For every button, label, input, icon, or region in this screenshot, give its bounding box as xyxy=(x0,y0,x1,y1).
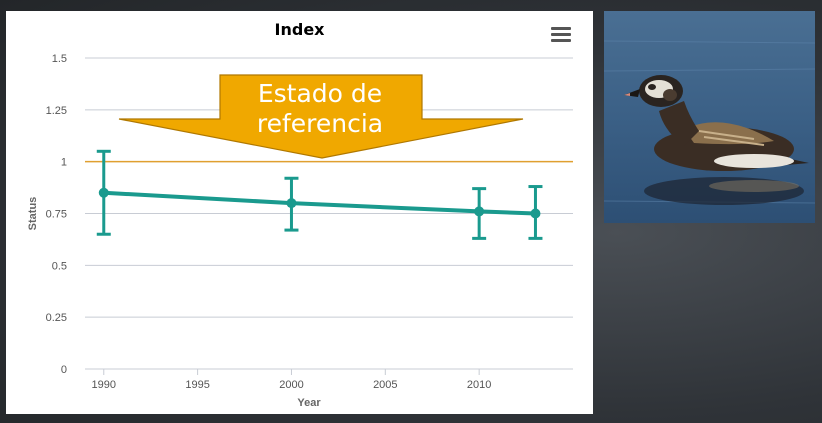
chart-title: Index xyxy=(274,20,325,39)
x-tick-label: 1990 xyxy=(92,379,116,391)
x-tick-label: 1995 xyxy=(185,379,209,391)
y-tick-label: 0.25 xyxy=(46,312,67,324)
chart-panel: Index 0 0.25 0.5 0.75 1 1.25 1.5 1990 1995 2000 20… xyxy=(6,11,593,414)
x-tick-label: 2005 xyxy=(373,379,397,391)
y-axis-label: Status xyxy=(27,197,39,231)
y-tick-label: 1.5 xyxy=(52,53,67,65)
y-tick-label: 0.5 xyxy=(52,260,67,272)
data-point xyxy=(286,198,297,209)
hamburger-menu-icon[interactable] xyxy=(551,27,571,43)
y-tick-label: 1 xyxy=(61,157,67,169)
callout-text-line: Estado de xyxy=(258,79,382,108)
y-tick-label: 0.75 xyxy=(46,209,67,221)
data-point xyxy=(530,208,541,219)
y-tick-label: 0 xyxy=(61,364,67,376)
x-axis-label: Year xyxy=(297,397,321,409)
callout-text-line: referencia xyxy=(257,109,383,138)
duck-photo xyxy=(604,11,815,223)
x-tick-label: 2000 xyxy=(279,379,303,391)
data-point xyxy=(98,187,109,198)
data-point xyxy=(474,206,485,217)
series-line xyxy=(103,190,536,216)
y-tick-label: 1.25 xyxy=(46,105,67,117)
callout-arrow-shape xyxy=(118,74,524,159)
chart-svg: 0 0.25 0.5 0.75 1 1.25 1.5 1990 1995 2000 2005 2010… xyxy=(27,53,573,409)
x-tick-label: 2010 xyxy=(467,379,491,391)
